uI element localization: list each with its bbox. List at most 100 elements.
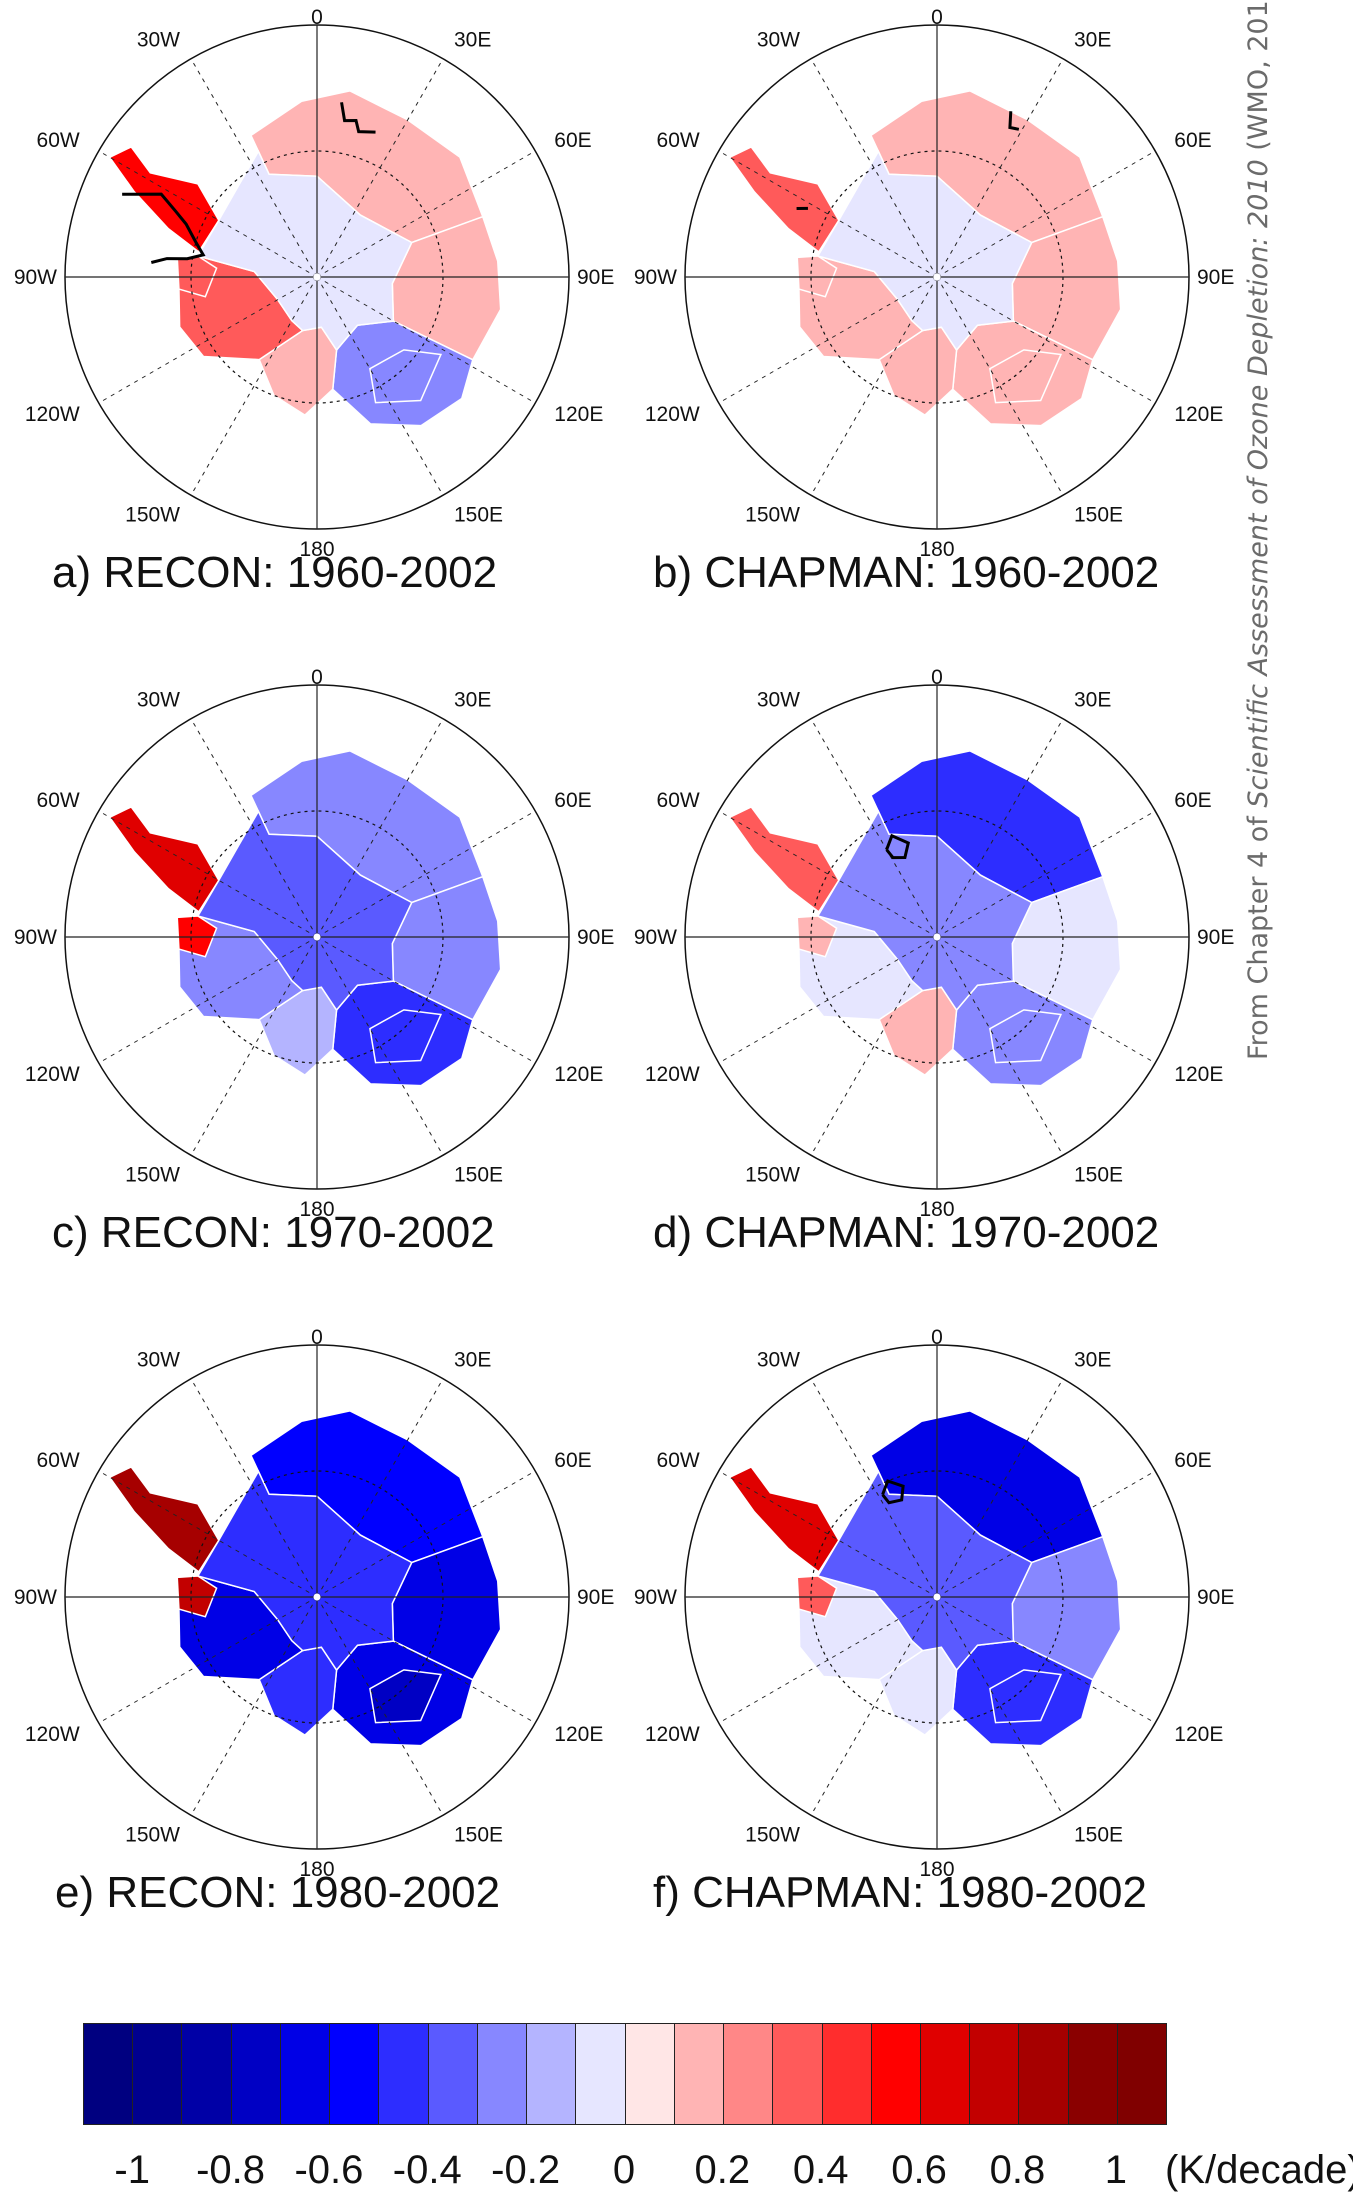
colorbar-cell — [330, 2024, 380, 2124]
longitude-label: 150W — [745, 1163, 800, 1186]
longitude-label: 120E — [554, 403, 603, 426]
longitude-label: 30E — [1074, 1349, 1111, 1372]
region-peninsula — [108, 805, 220, 913]
colorbar-cell — [527, 2024, 577, 2124]
colorbar-cell — [1117, 2024, 1167, 2124]
longitude-label: 150W — [745, 503, 800, 526]
meridian-line — [936, 276, 1064, 496]
longitude-label: 120W — [25, 403, 80, 426]
longitude-label: 30W — [137, 29, 180, 52]
significance-contour — [1008, 111, 1020, 131]
panel-caption-e: e) RECON: 1980-2002 — [55, 1868, 501, 1917]
longitude-label: 0 — [311, 666, 323, 689]
credit-prefix: From Chapter 4 of — [1243, 807, 1274, 1060]
map-panel-b: 0 30E 60E 90E 120E 150E 180 150W 120W 90W 60W 30W b… — [620, 0, 1280, 620]
colorbar-cell — [379, 2024, 429, 2124]
meridian-line — [316, 276, 444, 496]
longitude-label: 30W — [757, 689, 800, 712]
colorbar-cell — [822, 2024, 872, 2124]
longitude-label: 180 — [919, 1198, 954, 1221]
colorbar — [83, 2023, 1167, 2125]
longitude-label: 90W — [634, 266, 677, 289]
meridian-line — [190, 718, 318, 938]
meridian-line — [98, 810, 318, 938]
longitude-label: 60E — [554, 1449, 591, 1472]
meridian-line — [316, 1596, 536, 1724]
pole-marker — [313, 933, 321, 941]
meridian-line — [316, 58, 444, 278]
region-victoria — [989, 1009, 1063, 1064]
meridian-line — [810, 276, 938, 496]
region-victoria — [369, 1009, 443, 1064]
longitude-label: 90W — [634, 926, 677, 949]
significance-contour — [885, 833, 911, 860]
longitude-label: 150E — [1074, 503, 1123, 526]
pole-marker — [933, 1593, 941, 1601]
region-victoria — [989, 349, 1063, 404]
longitude-label: 120W — [645, 403, 700, 426]
longitude-label: 60E — [1174, 789, 1211, 812]
longitude-label: 90E — [1197, 266, 1234, 289]
longitude-label: 120E — [1174, 403, 1223, 426]
region-victoria — [369, 1669, 443, 1724]
credit-suffix: (WMO, 2011). — [1243, 0, 1274, 160]
panel-caption-c: c) RECON: 1970-2002 — [52, 1208, 495, 1257]
meridian-line — [718, 936, 938, 1064]
panel-caption-f: f) CHAPMAN: 1980-2002 — [653, 1868, 1147, 1917]
meridian-line — [190, 276, 318, 496]
longitude-label: 0 — [311, 1326, 323, 1349]
colorbar-cell — [428, 2024, 478, 2124]
colorbar-cell — [84, 2024, 134, 2124]
meridian-line — [98, 276, 318, 404]
significance-contour — [881, 1479, 905, 1505]
longitude-label: 120E — [1174, 1063, 1223, 1086]
longitude-label: 150W — [125, 503, 180, 526]
meridian-line — [718, 276, 938, 404]
polar-map-f: 0 30E 60E 90E 120E 150E 180 150W 120W 90W 60W 30W — [634, 1326, 1235, 1881]
colorbar-cell — [182, 2024, 232, 2124]
meridian-line — [316, 150, 536, 278]
polar-map-c: 0 30E 60E 90E 120E 150E 180 150W 120W 90W 60W 30W — [14, 666, 615, 1221]
region-peninsula — [728, 1465, 840, 1573]
panel-caption-d: d) CHAPMAN: 1970-2002 — [653, 1208, 1160, 1257]
meridian-line — [98, 150, 318, 278]
longitude-label: 0 — [931, 666, 943, 689]
colorbar-tick-label: 0.4 — [792, 2148, 849, 2192]
longitude-label: 0 — [931, 6, 943, 29]
longitude-label: 90E — [577, 926, 614, 949]
significance-contour — [122, 192, 206, 264]
pole-marker — [313, 1593, 321, 1601]
polar-map-d: 0 30E 60E 90E 120E 150E 180 150W 120W 90W 60W 30W — [634, 666, 1235, 1221]
longitude-label: 120W — [645, 1063, 700, 1086]
colorbar-tick-label: 0.2 — [694, 2148, 751, 2192]
colorbar-cell — [280, 2024, 331, 2124]
colorbar-tick-label: 1 — [1104, 2148, 1127, 2192]
longitude-label: 180 — [299, 1198, 334, 1221]
colorbar-tick-label: -0.6 — [294, 2148, 364, 2192]
colorbar-cell — [920, 2024, 971, 2124]
colorbar-cell — [1019, 2024, 1069, 2124]
credit-title: Scientific Assessment of Ozone Depletion… — [1243, 159, 1274, 808]
meridian-line — [190, 58, 318, 278]
colorbar-cell — [231, 2024, 281, 2124]
longitude-label: 60E — [554, 789, 591, 812]
polar-map-e: 0 30E 60E 90E 120E 150E 180 150W 120W 90W 60W 30W — [14, 1326, 615, 1881]
longitude-label: 90E — [1197, 1586, 1234, 1609]
region-peninsula — [728, 805, 840, 913]
map-panel-c: 0 30E 60E 90E 120E 150E 180 150W 120W 90W 60W 30W c… — [0, 660, 660, 1280]
longitude-label: 180 — [299, 1858, 334, 1881]
longitude-label: 90E — [577, 266, 614, 289]
longitude-label: 60W — [37, 789, 80, 812]
significance-contour — [340, 102, 376, 134]
longitude-label: 120W — [25, 1723, 80, 1746]
longitude-label: 30W — [757, 1349, 800, 1372]
colorbar-tick-label: 0.6 — [891, 2148, 947, 2192]
longitude-label: 180 — [299, 538, 334, 561]
meridian-line — [718, 1596, 938, 1724]
longitude-label: 90W — [634, 1586, 677, 1609]
colorbar-tick-label: 0.8 — [989, 2148, 1046, 2192]
longitude-label: 150E — [454, 503, 503, 526]
longitude-label: 30E — [454, 1349, 491, 1372]
map-panel-f: 0 30E 60E 90E 120E 150E 180 150W 120W 90W 60W 30W f… — [620, 1320, 1280, 1940]
colorbar-cell — [773, 2024, 823, 2124]
